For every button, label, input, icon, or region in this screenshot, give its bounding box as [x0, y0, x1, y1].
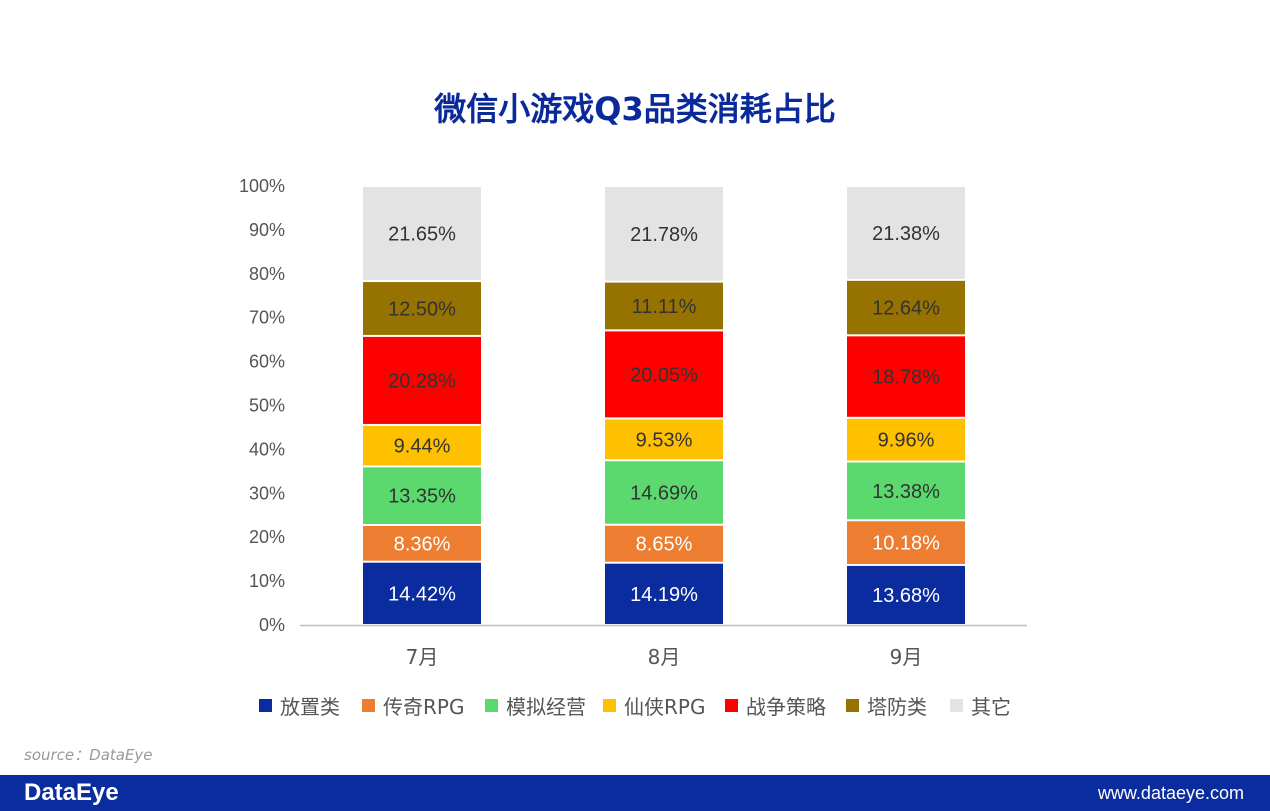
legend-swatch — [725, 699, 738, 712]
data-label: 11.11% — [632, 296, 697, 318]
y-tick-label: 50% — [249, 396, 285, 416]
y-tick-label: 80% — [249, 264, 285, 284]
bar-segment — [605, 187, 723, 281]
data-label: 12.50% — [388, 298, 456, 320]
data-label: 14.42% — [388, 583, 456, 605]
x-tick-label: 7月 — [406, 645, 439, 669]
legend-swatch — [485, 699, 498, 712]
bar-segment — [847, 521, 965, 564]
y-tick-label: 30% — [249, 483, 285, 503]
y-tick-label: 100% — [239, 176, 285, 196]
footer-bar: DataEye www.dataeye.com — [0, 775, 1270, 811]
data-label: 21.78% — [630, 224, 698, 246]
bar-segment — [363, 467, 481, 524]
data-label: 9.53% — [636, 429, 693, 451]
bar-segment — [363, 187, 481, 281]
bar-segment — [605, 563, 723, 624]
y-tick-label: 10% — [249, 571, 285, 591]
legend-swatch — [950, 699, 963, 712]
data-label: 8.65% — [636, 534, 693, 556]
data-label: 9.96% — [878, 430, 935, 452]
legend-label: 传奇RPG — [383, 695, 464, 719]
bar-segment — [605, 461, 723, 524]
legend-label: 放置类 — [280, 695, 340, 719]
bar-segment — [847, 462, 965, 520]
data-label: 13.35% — [388, 486, 456, 508]
bar-segment — [605, 525, 723, 562]
bar-segment — [605, 282, 723, 330]
legend-label: 塔防类 — [867, 695, 927, 719]
y-tick-label: 90% — [249, 220, 285, 240]
legend-swatch — [603, 699, 616, 712]
bar-segment — [363, 562, 481, 624]
x-tick-label: 9月 — [890, 645, 923, 669]
y-tick-label: 60% — [249, 352, 285, 372]
bar-segment — [847, 418, 965, 461]
y-tick-label: 0% — [259, 615, 285, 635]
data-label: 13.68% — [872, 585, 940, 607]
data-label: 14.69% — [630, 482, 698, 504]
data-label: 12.64% — [872, 298, 940, 320]
bar-segment — [363, 425, 481, 466]
x-tick-label: 8月 — [648, 645, 681, 669]
legend-label: 战争策略 — [746, 695, 826, 719]
legend-swatch — [259, 699, 272, 712]
data-label: 20.05% — [630, 364, 698, 386]
footer-url[interactable]: www.dataeye.com — [1097, 783, 1244, 803]
data-label: 9.44% — [394, 436, 451, 458]
legend-swatch — [362, 699, 375, 712]
bar-segment — [847, 280, 965, 335]
bar-segment — [847, 565, 965, 624]
y-tick-label: 40% — [249, 439, 285, 459]
bar-segment — [363, 282, 481, 335]
data-label: 18.78% — [872, 367, 940, 389]
legend-swatch — [846, 699, 859, 712]
legend-label: 模拟经营 — [506, 695, 586, 719]
data-label: 14.19% — [630, 584, 698, 606]
data-label: 13.38% — [872, 481, 940, 503]
legend-label: 仙侠RPG — [624, 695, 705, 719]
bar-segment — [605, 331, 723, 418]
bar-segment — [363, 525, 481, 561]
legend-label: 其它 — [971, 695, 1011, 719]
stacked-bar-chart: 0% 10% 20% 30% 40% 50% 60% 70% 80% 90% 100% 14.42% 8… — [239, 176, 1027, 719]
bar-segment — [363, 336, 481, 424]
bar-segment — [847, 336, 965, 417]
data-label: 8.36% — [394, 533, 451, 555]
y-tick-label: 20% — [249, 527, 285, 547]
footer-logo: DataEye — [24, 779, 119, 806]
data-label: 21.38% — [872, 223, 940, 245]
chart-title: 微信小游戏Q3品类消耗占比 — [434, 90, 836, 128]
data-label: 21.65% — [388, 224, 456, 246]
bar-segment — [605, 419, 723, 460]
data-label: 20.28% — [388, 370, 456, 392]
bar-segment — [847, 187, 965, 279]
source-note: source：DataEye — [24, 746, 153, 764]
y-tick-label: 70% — [249, 308, 285, 328]
data-label: 10.18% — [872, 533, 940, 555]
